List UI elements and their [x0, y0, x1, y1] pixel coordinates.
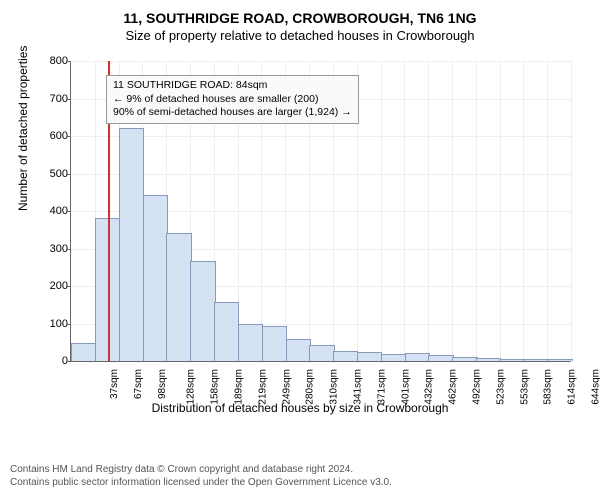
chart-title: 11, SOUTHRIDGE ROAD, CROWBOROUGH, TN6 1N…: [10, 10, 590, 26]
bar: [309, 345, 334, 361]
bar: [190, 261, 215, 361]
y-tick-label: 600: [40, 130, 68, 142]
bar: [476, 358, 501, 361]
y-tick-label: 0: [40, 355, 68, 367]
y-tick-label: 500: [40, 168, 68, 180]
y-axis-label: Number of detached properties: [16, 46, 30, 211]
bar: [381, 354, 406, 361]
x-tick-label: 128sqm: [186, 369, 197, 405]
bar: [357, 352, 382, 361]
x-tick-label: 219sqm: [257, 369, 268, 405]
chart-subtitle: Size of property relative to detached ho…: [10, 28, 590, 43]
bar: [238, 324, 263, 361]
x-tick-label: 189sqm: [234, 369, 245, 405]
plot-area: 11 SOUTHRIDGE ROAD: 84sqm ← 9% of detach…: [70, 61, 571, 362]
x-tick-label: 583sqm: [543, 369, 554, 405]
bar: [428, 355, 453, 361]
annotation-line2: ← 9% of detached houses are smaller (200…: [113, 93, 352, 107]
footer-line1: Contains HM Land Registry data © Crown c…: [10, 463, 590, 476]
footer: Contains HM Land Registry data © Crown c…: [10, 463, 590, 489]
bar: [333, 351, 358, 361]
bar: [71, 343, 96, 361]
bar: [143, 195, 168, 361]
x-tick-label: 432sqm: [424, 369, 435, 405]
bar: [214, 302, 239, 361]
x-tick-label: 249sqm: [281, 369, 292, 405]
annotation-line3: 90% of semi-detached houses are larger (…: [113, 106, 352, 120]
footer-line2: Contains public sector information licen…: [10, 476, 590, 489]
x-tick-label: 401sqm: [400, 369, 411, 405]
y-tick-label: 700: [40, 93, 68, 105]
y-tick-label: 400: [40, 205, 68, 217]
bar: [452, 357, 477, 361]
bar: [405, 353, 430, 361]
x-tick-label: 523sqm: [495, 369, 506, 405]
y-tick-label: 200: [40, 280, 68, 292]
x-tick-label: 37sqm: [109, 369, 120, 399]
y-tick-label: 100: [40, 318, 68, 330]
bar: [166, 233, 191, 362]
x-tick-label: 644sqm: [591, 369, 600, 405]
y-tick-label: 800: [40, 55, 68, 67]
x-tick-label: 614sqm: [567, 369, 578, 405]
x-tick-label: 67sqm: [133, 369, 144, 399]
x-tick-label: 462sqm: [448, 369, 459, 405]
annotation-line1: 11 SOUTHRIDGE ROAD: 84sqm: [113, 79, 352, 93]
x-tick-label: 98sqm: [157, 369, 168, 399]
bar: [547, 359, 572, 361]
x-tick-label: 492sqm: [472, 369, 483, 405]
bar: [500, 359, 525, 361]
bar: [286, 339, 311, 361]
bar: [119, 128, 144, 362]
x-tick-label: 341sqm: [353, 369, 364, 405]
x-tick-label: 371sqm: [376, 369, 387, 405]
y-tick-label: 300: [40, 243, 68, 255]
x-tick-label: 310sqm: [329, 369, 340, 405]
bar: [262, 326, 287, 361]
annotation-box: 11 SOUTHRIDGE ROAD: 84sqm ← 9% of detach…: [106, 75, 359, 124]
x-tick-label: 280sqm: [305, 369, 316, 405]
bar: [524, 359, 549, 361]
x-tick-label: 553sqm: [519, 369, 530, 405]
chart-container: Number of detached properties 11 SOUTHRI…: [20, 51, 580, 411]
x-tick-label: 158sqm: [210, 369, 221, 405]
